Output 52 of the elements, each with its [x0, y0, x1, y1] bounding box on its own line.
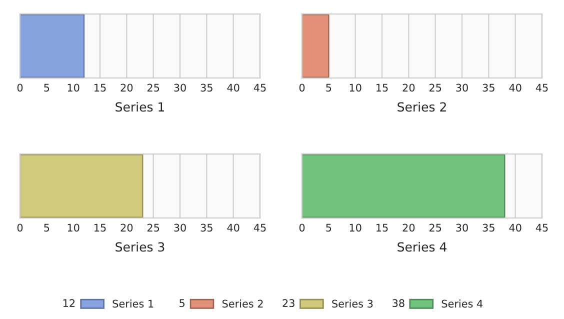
x-tick-label: 20	[402, 224, 415, 232]
text: 12	[63, 299, 75, 307]
x-axis-title: Series 1	[116, 102, 164, 112]
x-tick-label: 30	[456, 224, 468, 232]
x-tick-label: 40	[227, 224, 240, 232]
x-tick-label: 5	[326, 224, 332, 232]
x-tick-label: 30	[174, 224, 186, 232]
x-tick-label: 10	[68, 84, 80, 92]
x-tick-label: 35	[200, 224, 212, 232]
x-tick-label: 25	[147, 224, 160, 232]
legend-label: Series 3	[332, 300, 373, 308]
x-tick-label: 20	[120, 84, 133, 92]
x-tick-label: 45	[254, 84, 266, 92]
legend-label: Series 2	[222, 300, 263, 308]
x-tick-label: 10	[350, 224, 362, 232]
x-tick-label: 0	[17, 84, 23, 92]
text: 23	[282, 299, 294, 308]
x-axis-title: Series 4	[398, 242, 446, 252]
x-tick-label: 15	[94, 224, 106, 232]
x-tick-label: 0	[299, 224, 305, 232]
x-tick-label: 20	[120, 224, 133, 232]
x-tick-label: 20	[402, 84, 415, 92]
x-tick-label: 40	[509, 84, 522, 92]
x-tick-label: 5	[44, 84, 50, 92]
x-axis-title: Series 3	[116, 242, 164, 252]
x-tick-label: 15	[376, 224, 388, 232]
x-axis-title: Series 2	[398, 102, 446, 112]
x-tick-label: 45	[254, 224, 266, 232]
x-tick-label: 40	[227, 84, 240, 92]
x-tick-label: 5	[326, 84, 332, 92]
x-tick-label: 35	[200, 84, 212, 92]
x-tick-label: 25	[429, 84, 442, 92]
x-tick-label: 25	[147, 84, 160, 92]
text: 5	[180, 299, 184, 308]
x-tick-label: 30	[174, 84, 186, 92]
x-tick-label: 0	[17, 224, 23, 232]
legend-label: Series 4	[442, 300, 483, 308]
x-tick-label: 35	[482, 84, 494, 92]
x-tick-label: 30	[456, 84, 468, 92]
x-tick-label: 25	[429, 224, 442, 232]
x-tick-label: 10	[350, 84, 362, 92]
x-tick-label: 45	[536, 224, 548, 232]
x-tick-label: 15	[94, 84, 106, 92]
x-tick-label: 15	[376, 84, 388, 92]
x-tick-label: 40	[509, 224, 522, 232]
x-tick-label: 0	[299, 84, 305, 92]
x-tick-label: 45	[536, 84, 548, 92]
x-tick-label: 35	[482, 224, 494, 232]
x-tick-label: 5	[44, 224, 50, 232]
legend-label: Series 1	[112, 300, 154, 308]
x-tick-label: 10	[68, 224, 80, 232]
text: 38	[392, 299, 404, 308]
